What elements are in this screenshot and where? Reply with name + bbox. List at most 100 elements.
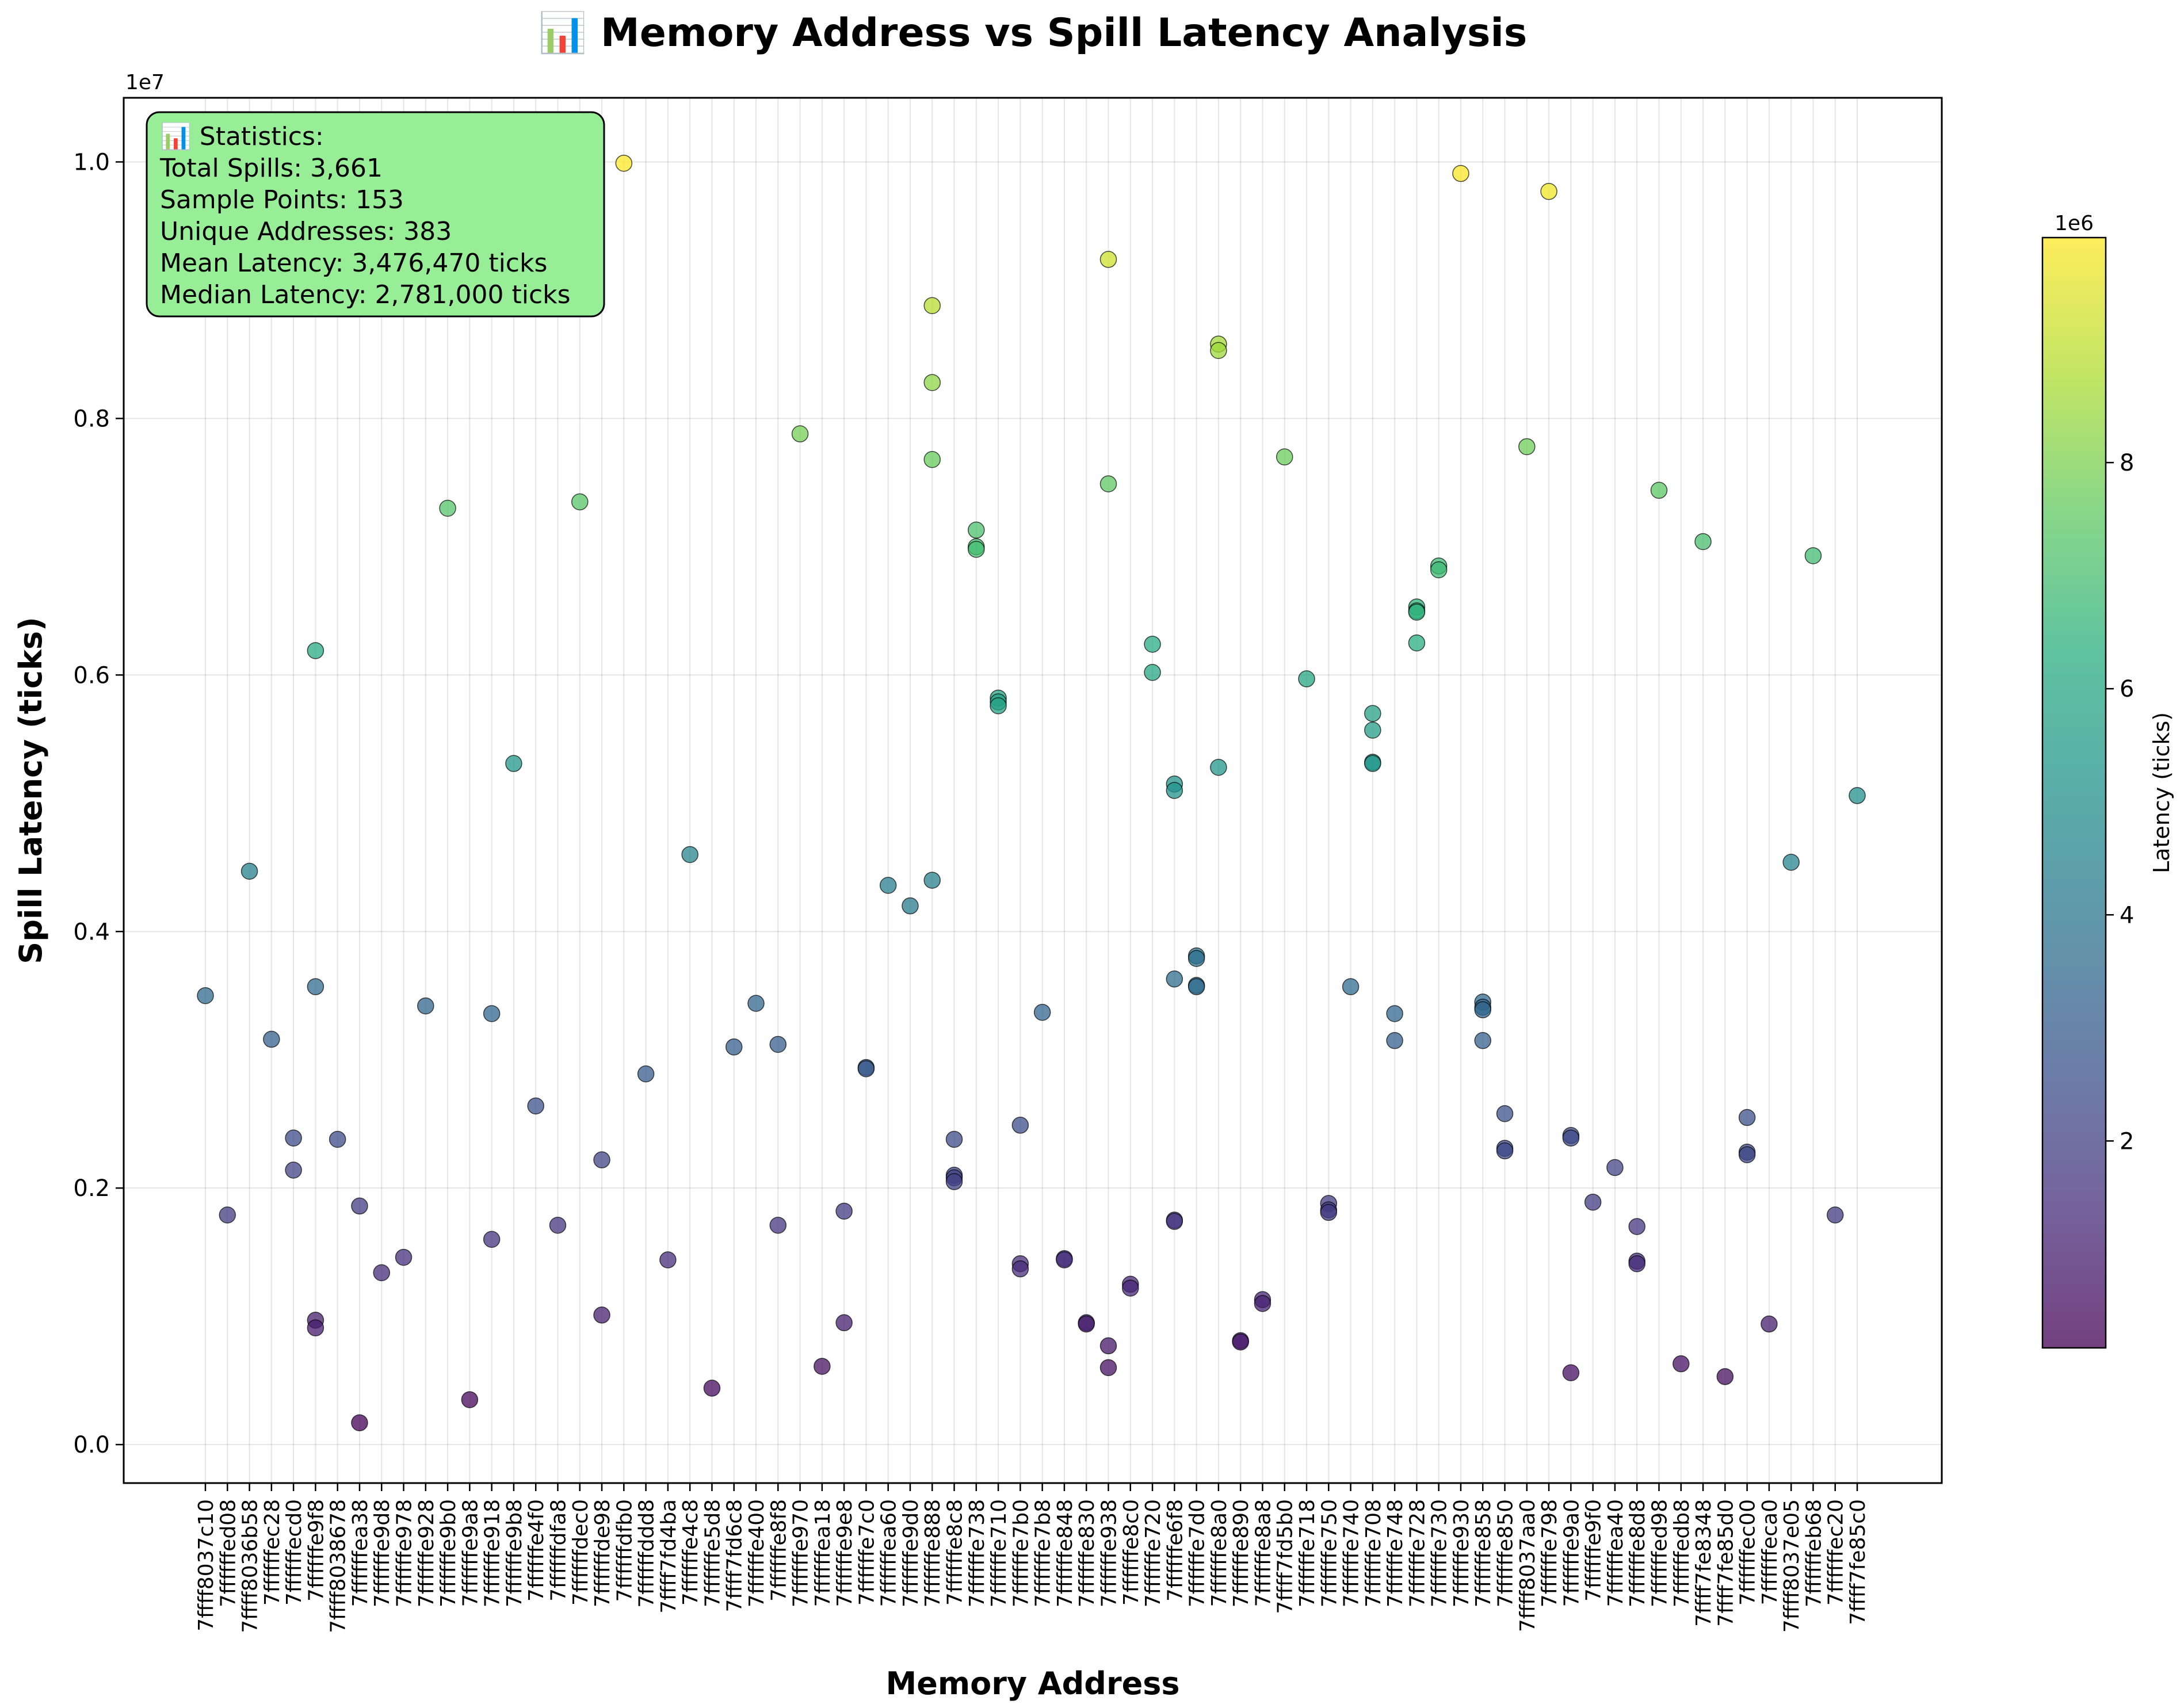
x-tick-label: 7ffffffe8c0 [1120,1499,1143,1606]
scatter-point [1782,854,1800,871]
scatter-point [1166,782,1183,799]
x-tick-label: 7ffffffe858 [1472,1499,1495,1607]
y-tick-label: 0.6 [73,662,110,689]
scatter-point [968,521,985,539]
x-tick-label: 7ffffffed98 [1648,1499,1671,1607]
x-tick-label: 7ffffffe9d8 [371,1499,394,1607]
stats-line: Unique Addresses: 383 [160,217,452,246]
scatter-point [439,499,456,517]
x-tick-label: 7ffffffe730 [1428,1499,1452,1607]
scatter-point [923,374,941,391]
x-tick-label: 7ffffffeb68 [1802,1499,1826,1607]
x-tick-label: 7ffffffe5d8 [701,1499,724,1607]
scatter-point [1166,1213,1183,1230]
stats-line: Sample Points: 153 [160,185,404,215]
x-tick-label: 7ffffffe9b0 [437,1499,460,1607]
x-tick-label: 7ffffffe738 [965,1499,989,1607]
scatter-point [1364,705,1381,722]
x-tick-label: 7ffffffe830 [1075,1499,1099,1607]
scatter-points [197,154,1866,1431]
scatter-point [1849,787,1866,804]
x-tick-label: 7ffffffe708 [1362,1499,1385,1607]
scatter-point [285,1129,302,1147]
y-tick-label: 0.4 [73,919,110,945]
stats-box: 📊 Statistics: Total Spills: 3,661 Sample… [146,111,605,318]
scatter-point [1496,1105,1514,1122]
scatter-point [945,1173,963,1190]
colorbar-tick-label: 2 [2120,1128,2134,1155]
scatter-point [1408,634,1426,652]
x-tick-label: 7ffffffde98 [591,1499,614,1607]
colorbar-frame [2041,236,2107,1349]
scatter-point [945,1130,963,1148]
scatter-point [1386,1032,1403,1049]
scatter-point [351,1197,368,1215]
x-tick-label: 7ffffffe7c0 [855,1499,879,1606]
x-tick-label: 7ffffffe8a0 [1208,1499,1231,1607]
x-tick-label: 7ffffffe720 [1141,1499,1165,1607]
scatter-point [637,1065,655,1083]
scatter-point [1761,1315,1778,1333]
x-tick-label: 7ffffffe848 [1053,1499,1077,1607]
x-tick-label: 7ffffffe890 [1230,1499,1253,1607]
x-tick-label: 7ffffffed08 [216,1499,240,1607]
colorbar-tick-label: 6 [2120,676,2134,702]
scatter-point [1078,1315,1095,1333]
scatter-point [1166,970,1183,988]
scatter-point [461,1391,479,1408]
scatter-point [1474,1032,1491,1049]
x-tick-label: 7ffffffe4f0 [525,1499,548,1602]
scatter-point [373,1264,390,1282]
scatter-point [527,1097,544,1115]
scatter-point [1716,1368,1734,1385]
x-tick-label: 7ffffffecd0 [282,1499,306,1606]
x-tick-label: 7ffffffedb8 [1670,1499,1694,1607]
y-axis-title: Spill Latency (ticks) [13,617,49,964]
scatter-point [1011,1117,1029,1134]
y-tick-label: 1.0 [73,149,110,175]
stats-line: Mean Latency: 3,476,470 ticks [160,249,547,278]
scatter-point [1099,1337,1117,1355]
scatter-point [923,872,941,889]
scatter-point [1011,1260,1029,1278]
scatter-point [240,862,258,880]
x-tick-label: 7ffffffe748 [1384,1499,1407,1607]
x-tick-label: 7ffffffec28 [261,1499,284,1606]
scatter-point [1210,342,1227,359]
scatter-point [1364,721,1381,739]
x-tick-label: 7ffff7fd5b0 [1274,1499,1297,1614]
scatter-point [549,1217,567,1234]
plot-area-frame [123,97,1943,1484]
x-tick-label: 7ffffffe6f8 [1163,1499,1187,1602]
x-tick-label: 7ffffffe728 [1406,1499,1429,1607]
scatter-point [505,755,522,772]
scatter-point [1518,438,1536,456]
scatter-point [1694,533,1712,551]
scatter-point [263,1030,280,1048]
scatter-point [1826,1206,1844,1224]
scatter-point [1738,1109,1756,1126]
x-tick-label: 7ffffffe9a8 [459,1499,482,1607]
x-tick-label: 7ffffffea38 [349,1499,372,1607]
scatter-point [1562,1129,1580,1147]
y-tick-label: 0.0 [73,1432,110,1458]
x-tick-label: 7ffffffe850 [1494,1499,1518,1607]
x-tick-label: 7ffffffddd8 [635,1499,659,1608]
x-tick-label: 7ffff7fd4ba [657,1499,681,1614]
scatter-point [1033,1003,1051,1021]
scatter-point [902,897,919,915]
scatter-point [1254,1295,1272,1312]
x-tick-label: 7ffffffe4c8 [679,1499,702,1606]
x-tick-label: 7ffffffe938 [1097,1499,1121,1607]
x-tick-label: 7ffff7fe8348 [1692,1499,1716,1627]
grid-lines [124,98,1942,1483]
scatter-point [1474,1001,1491,1019]
scatter-point [593,1306,610,1324]
scatter-point [1056,1251,1073,1268]
scatter-point [1099,251,1117,268]
x-tick-label: 7ffffffe928 [415,1499,438,1607]
stats-line: Median Latency: 2,781,000 ticks [160,280,571,309]
x-tick-label: 7ffffffe7d0 [1186,1499,1209,1607]
x-axis-ticks: 7ffff8037c107ffffffed087ffff8036b587ffff… [194,1483,1870,1633]
scatter-point [1804,547,1822,564]
